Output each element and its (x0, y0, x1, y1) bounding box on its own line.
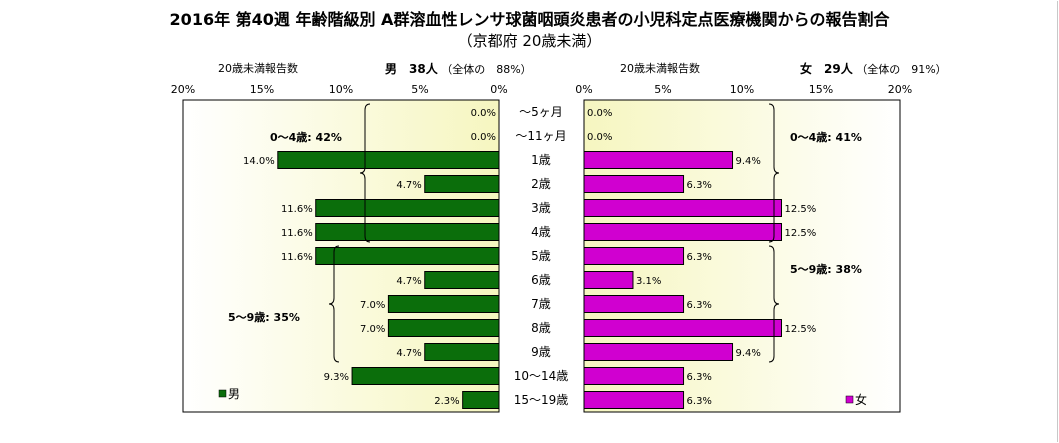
male-0-4-annotation: 0～4歳: 42% (270, 130, 342, 144)
male-data-label: 11.6% (281, 204, 313, 215)
male-data-label: 14.0% (243, 156, 275, 167)
female-data-label: 6.3% (687, 372, 712, 383)
female-bar (583, 247, 685, 265)
male-legend-label: 男 (228, 387, 240, 401)
category-label: 8歳 (531, 321, 551, 335)
female-header: 女 29人 （全体の 91%） (800, 60, 947, 77)
female-data-label: 0.0% (587, 108, 612, 119)
female-bar (583, 391, 685, 409)
female-data-label: 12.5% (785, 204, 817, 215)
female-data-label: 6.3% (687, 252, 712, 263)
chart-frame-edge (1051, 1, 1058, 442)
male-share: （全体の 88%） (441, 63, 532, 76)
male-5-9-brace (328, 245, 340, 363)
category-label: 15～19歳 (514, 393, 569, 407)
female-legend-label: 女 (855, 392, 867, 407)
female-tick-label: 0% (575, 83, 592, 96)
female-0-4-annotation: 0～4歳: 41% (790, 130, 862, 144)
male-bar (387, 319, 500, 337)
male-header: 男 38人 （全体の 88%） (385, 60, 532, 77)
female-share: （全体の 91%） (856, 63, 947, 76)
male-tick-label: 5% (411, 83, 428, 96)
female-data-label: 0.0% (587, 132, 612, 143)
male-data-label: 4.7% (396, 348, 421, 359)
category-label: 9歳 (531, 345, 551, 359)
male-bar (462, 391, 500, 409)
male-data-label: 9.3% (324, 372, 349, 383)
female-count-label: 20歳未満報告数 (620, 62, 700, 75)
female-bar (583, 319, 782, 337)
male-bar (424, 271, 500, 289)
male-tick-label: 20% (171, 83, 195, 96)
male-bar (315, 199, 500, 217)
female-5-9-annotation: 5～9歳: 38% (790, 262, 862, 276)
female-tick-label: 20% (888, 83, 912, 96)
male-tick-label: 15% (250, 83, 274, 96)
category-label: 3歳 (531, 201, 551, 215)
female-bar (583, 151, 734, 169)
female-bar (583, 343, 734, 361)
female-data-label: 12.5% (785, 228, 817, 239)
chart-subtitle: （京都府 20歳未満） (457, 32, 602, 50)
female-bar (583, 223, 782, 241)
category-label: 1歳 (531, 153, 551, 167)
male-data-label: 2.3% (434, 396, 459, 407)
category-label: 7歳 (531, 297, 551, 311)
female-data-label: 6.3% (687, 300, 712, 311)
category-label: 4歳 (531, 225, 551, 239)
male-data-label: 4.7% (396, 180, 421, 191)
female-bar (583, 367, 685, 385)
female-data-label: 6.3% (687, 180, 712, 191)
male-bar (315, 247, 500, 265)
male-5-9-annotation: 5～9歳: 35% (228, 310, 300, 324)
male-bar (315, 223, 500, 241)
female-bar (583, 271, 634, 289)
male-legend-swatch (218, 389, 227, 398)
male-bar (351, 367, 500, 385)
female-5-9-brace (768, 245, 780, 363)
male-bar (424, 343, 500, 361)
female-data-label: 6.3% (687, 396, 712, 407)
male-data-label: 7.0% (360, 300, 385, 311)
category-label: 10～14歳 (514, 369, 569, 383)
female-bar (583, 295, 685, 313)
female-0-4-brace (768, 103, 780, 243)
female-data-label: 9.4% (736, 348, 761, 359)
female-data-label: 9.4% (736, 156, 761, 167)
category-label: ～11ヶ月 (515, 129, 566, 143)
male-bar (424, 175, 500, 193)
male-data-label: 0.0% (471, 108, 496, 119)
male-bar (387, 295, 500, 313)
male-0-4-brace (359, 103, 371, 243)
male-data-label: 11.6% (281, 228, 313, 239)
category-label: 5歳 (531, 249, 551, 263)
female-tick-label: 10% (730, 83, 754, 96)
female-bar (583, 175, 685, 193)
female-data-label: 12.5% (785, 324, 817, 335)
male-tick-label: 10% (329, 83, 353, 96)
male-data-label: 4.7% (396, 276, 421, 287)
female-tick-label: 15% (809, 83, 833, 96)
category-label: ～5ヶ月 (519, 105, 563, 119)
male-count-label: 20歳未満報告数 (218, 62, 298, 75)
male-count: 男 38人 (385, 62, 438, 76)
female-legend-swatch (845, 395, 854, 404)
category-label: 2歳 (531, 177, 551, 191)
female-count: 女 29人 (800, 62, 853, 76)
male-data-label: 11.6% (281, 252, 313, 263)
chart-title: 2016年 第40週 年齢階級別 A群溶血性レンサ球菌咽頭炎患者の小児科定点医療… (169, 10, 890, 29)
male-data-label: 0.0% (471, 132, 496, 143)
male-bar (277, 151, 500, 169)
female-bar (583, 199, 782, 217)
female-tick-label: 5% (654, 83, 671, 96)
male-data-label: 7.0% (360, 324, 385, 335)
female-data-label: 3.1% (636, 276, 661, 287)
male-tick-label: 0% (490, 83, 507, 96)
category-label: 6歳 (531, 273, 551, 287)
